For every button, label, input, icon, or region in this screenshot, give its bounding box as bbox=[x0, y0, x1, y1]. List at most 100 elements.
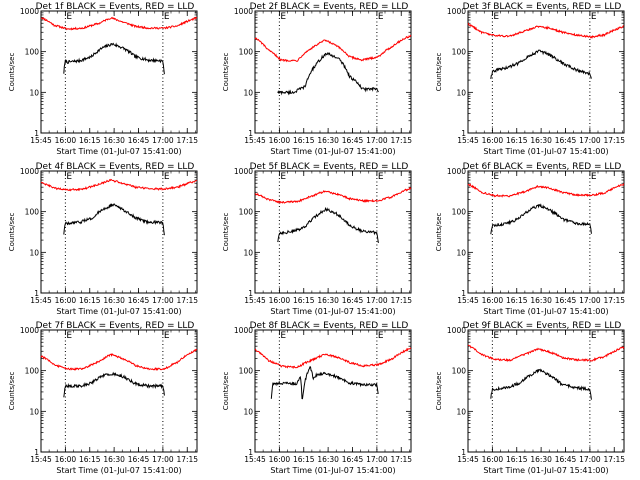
lld-series-line bbox=[254, 34, 412, 63]
events-series-line bbox=[270, 366, 379, 400]
event-marker-label: E bbox=[280, 331, 286, 341]
x-tick-label: 16:00 bbox=[55, 136, 77, 145]
x-tick-label: 15:45 bbox=[244, 136, 266, 145]
x-tick-label: 16:45 bbox=[128, 296, 150, 305]
lld-series-line bbox=[467, 183, 625, 198]
event-marker-label: E bbox=[66, 331, 72, 341]
x-axis-label: Start Time (01-Jul-07 15:41:00) bbox=[270, 466, 395, 475]
plot-frame bbox=[254, 170, 412, 294]
x-tick-label: 16:45 bbox=[555, 296, 577, 305]
y-tick-label: 10 bbox=[29, 88, 39, 97]
plot-frame bbox=[254, 10, 412, 134]
y-axis-label: Counts/sec bbox=[8, 372, 16, 411]
chart-panel-9: Det 9f BLACK = Events, RED = LLD 1 10 100 10… bbox=[435, 321, 625, 475]
y-axis-label: Counts/sec bbox=[435, 213, 443, 252]
x-axis-label: Start Time (01-Jul-07 15:41:00) bbox=[270, 307, 395, 316]
x-tick-label: 16:30 bbox=[530, 455, 552, 464]
y-axis-label: Counts/sec bbox=[222, 213, 230, 252]
y-axis-label: Counts/sec bbox=[8, 213, 16, 252]
x-tick-label: 17:00 bbox=[366, 455, 388, 464]
event-marker-label: E bbox=[378, 172, 384, 182]
x-tick-label: 16:00 bbox=[482, 296, 504, 305]
event-marker-label: E bbox=[66, 172, 72, 182]
y-tick-label: 10 bbox=[243, 88, 253, 97]
y-tick-label: 100 bbox=[452, 208, 467, 217]
y-axis-label: Counts/sec bbox=[222, 53, 230, 92]
y-tick-label: 10 bbox=[456, 248, 466, 257]
chart-title: Det 6f BLACK = Events, RED = LLD bbox=[463, 162, 622, 172]
y-tick-label: 1 bbox=[461, 289, 466, 298]
y-tick-label: 100 bbox=[452, 48, 467, 57]
event-marker-label: E bbox=[164, 172, 170, 182]
plot-frame bbox=[40, 329, 198, 453]
y-tick-label: 100 bbox=[239, 367, 254, 376]
chart-panel-1: Det 1f BLACK = Events, RED = LLD 1 10 100 10… bbox=[8, 2, 198, 156]
x-tick-label: 16:15 bbox=[293, 455, 315, 464]
chart-panel-2: Det 2f BLACK = Events, RED = LLD 1 10 100 10… bbox=[222, 2, 412, 156]
x-tick-label: 17:00 bbox=[579, 136, 601, 145]
event-marker-label: E bbox=[591, 172, 597, 182]
y-tick-label: 100 bbox=[25, 48, 40, 57]
x-axis-label: Start Time (01-Jul-07 15:41:00) bbox=[56, 307, 181, 316]
x-tick-label: 16:00 bbox=[482, 136, 504, 145]
chart-panel-4: Det 4f BLACK = Events, RED = LLD 1 10 100 10… bbox=[8, 162, 198, 316]
chart-title: Det 2f BLACK = Events, RED = LLD bbox=[250, 2, 409, 12]
x-tick-label: 16:00 bbox=[55, 296, 77, 305]
x-tick-label: 17:15 bbox=[390, 455, 412, 464]
y-tick-label: 1 bbox=[34, 129, 39, 138]
lld-series-line bbox=[40, 178, 198, 192]
y-tick-label: 1 bbox=[461, 129, 466, 138]
x-tick-label: 15:45 bbox=[457, 136, 479, 145]
event-marker-label: E bbox=[164, 12, 170, 22]
x-tick-label: 16:00 bbox=[269, 296, 291, 305]
chart-panel-7: Det 7f BLACK = Events, RED = LLD 1 10 100 10… bbox=[8, 321, 198, 475]
lld-series-line bbox=[254, 187, 412, 205]
event-marker-label: E bbox=[493, 172, 499, 182]
x-tick-label: 15:45 bbox=[457, 296, 479, 305]
x-tick-label: 15:45 bbox=[244, 296, 266, 305]
event-marker-label: E bbox=[493, 331, 499, 341]
y-tick-label: 10 bbox=[29, 407, 39, 416]
plot-frame bbox=[40, 10, 198, 134]
y-tick-label: 10 bbox=[243, 248, 253, 257]
x-tick-label: 17:15 bbox=[176, 296, 198, 305]
x-tick-label: 15:45 bbox=[30, 296, 52, 305]
chart-title: Det 4f BLACK = Events, RED = LLD bbox=[36, 162, 195, 172]
event-marker-label: E bbox=[280, 172, 286, 182]
event-marker-label: E bbox=[378, 12, 384, 22]
events-series-line bbox=[490, 203, 592, 235]
x-tick-label: 16:00 bbox=[269, 455, 291, 464]
x-tick-label: 17:15 bbox=[176, 455, 198, 464]
chart-title: Det 7f BLACK = Events, RED = LLD bbox=[36, 321, 195, 331]
event-marker-label: E bbox=[591, 331, 597, 341]
y-axis-label: Counts/sec bbox=[435, 372, 443, 411]
x-axis-label: Start Time (01-Jul-07 15:41:00) bbox=[483, 307, 608, 316]
event-marker-label: E bbox=[280, 12, 286, 22]
x-tick-label: 16:15 bbox=[293, 296, 315, 305]
chart-title: Det 9f BLACK = Events, RED = LLD bbox=[463, 321, 622, 331]
x-tick-label: 17:00 bbox=[579, 455, 601, 464]
x-tick-label: 16:15 bbox=[293, 136, 315, 145]
x-tick-label: 16:30 bbox=[103, 136, 125, 145]
events-series-line bbox=[63, 371, 165, 398]
x-tick-label: 16:15 bbox=[79, 296, 101, 305]
y-tick-label: 1 bbox=[248, 129, 253, 138]
y-tick-label: 100 bbox=[25, 208, 40, 217]
x-axis-label: Start Time (01-Jul-07 15:41:00) bbox=[483, 147, 608, 156]
x-tick-label: 16:30 bbox=[103, 296, 125, 305]
y-tick-label: 1000 bbox=[447, 167, 466, 176]
x-tick-label: 17:15 bbox=[603, 296, 625, 305]
plot-frame bbox=[254, 329, 412, 453]
event-marker-label: E bbox=[591, 12, 597, 22]
x-tick-label: 16:45 bbox=[342, 296, 364, 305]
x-tick-label: 15:45 bbox=[244, 455, 266, 464]
x-tick-label: 15:45 bbox=[30, 136, 52, 145]
events-series-line bbox=[277, 52, 379, 96]
x-tick-label: 17:00 bbox=[152, 455, 174, 464]
x-tick-label: 16:15 bbox=[506, 136, 528, 145]
y-tick-label: 100 bbox=[452, 367, 467, 376]
plot-frame bbox=[40, 170, 198, 294]
chart-panel-5: Det 5f BLACK = Events, RED = LLD 1 10 100 10… bbox=[222, 162, 412, 316]
x-tick-label: 17:00 bbox=[366, 136, 388, 145]
